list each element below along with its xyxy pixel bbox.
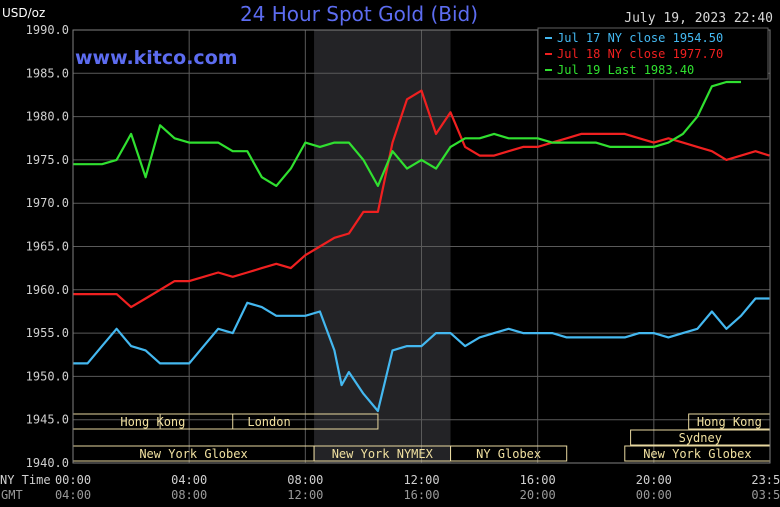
y-tick-label: 1940.0: [26, 456, 69, 470]
y-tick-label: 1990.0: [26, 23, 69, 37]
market-label: NY Globex: [476, 447, 541, 461]
gmt-axis-label: GMT: [1, 488, 23, 502]
market-bar: [450, 445, 568, 462]
x-tick-label-ny: 23:59: [751, 473, 780, 487]
series-line: [73, 297, 770, 413]
series-line: [73, 80, 741, 187]
y-axis-tick-labels: 1990.0 1985.0 1980.0 1975.0 1970.0 1965.0 1960…: [26, 23, 69, 470]
legend-box: [537, 27, 769, 80]
y-tick-label: 1960.0: [26, 283, 69, 297]
market-label: New York Globex: [139, 447, 247, 461]
timestamp: July 19, 2023 22:40: [624, 11, 773, 26]
x-tick-label-gmt: 08:00: [171, 488, 207, 502]
y-tick-label: 1965.0: [26, 240, 69, 254]
x-tick-label-ny: 00:00: [55, 473, 91, 487]
price-series-lines: [73, 80, 770, 413]
x-axis-tick-labels: 00:0004:0004:0008:0008:0012:0012:0016:00…: [55, 473, 780, 502]
x-tick-label-gmt: 12:00: [287, 488, 323, 502]
legend: Jul 17 NY close 1954.50 Jul 18 NY close 1…: [537, 27, 769, 80]
x-tick-label-ny: 20:00: [636, 473, 672, 487]
units-label: USD/oz: [2, 6, 45, 20]
market-label: New York NYMEX: [332, 447, 434, 461]
y-tick-label: 1975.0: [26, 153, 69, 167]
legend-entry: Jul 18 NY close 1977.70: [557, 47, 723, 61]
market-bar: [159, 413, 379, 430]
market-label: London: [247, 415, 290, 429]
market-label: Hong Kong: [697, 415, 762, 429]
chart-title: 24 Hour Spot Gold (Bid): [240, 2, 478, 26]
y-tick-label: 1985.0: [26, 66, 69, 80]
market-label: New York Globex: [643, 447, 751, 461]
y-tick-label: 1970.0: [26, 196, 69, 210]
y-tick-label: 1980.0: [26, 110, 69, 124]
market-hours-bars: Hong Kong Hong Kong London Sydney New York G…: [72, 413, 771, 462]
x-tick-label-gmt: 03:59: [751, 488, 780, 502]
x-tick-label-gmt: 20:00: [520, 488, 556, 502]
x-tick-label-ny: 12:00: [403, 473, 439, 487]
y-tick-label: 1950.0: [26, 369, 69, 383]
plot-border: [72, 29, 771, 464]
watermark: www.kitco.com: [75, 47, 238, 69]
ny-time-axis-label: NY Time: [0, 473, 51, 487]
market-label: Sydney: [679, 431, 722, 445]
market-label: Hong Kong: [120, 415, 185, 429]
y-tick-label: 1955.0: [26, 326, 69, 340]
series-line: [73, 89, 770, 309]
x-tick-label-gmt: 00:00: [636, 488, 672, 502]
y-tick-label: 1945.0: [26, 413, 69, 427]
x-tick-label-ny: 08:00: [287, 473, 323, 487]
x-tick-label-ny: 04:00: [171, 473, 207, 487]
x-tick-label-gmt: 16:00: [403, 488, 439, 502]
x-tick-label-gmt: 04:00: [55, 488, 91, 502]
legend-entry: Jul 19 Last 1983.40: [557, 63, 694, 77]
x-tick-label-ny: 16:00: [520, 473, 556, 487]
legend-entry: Jul 17 NY close 1954.50: [557, 31, 723, 45]
